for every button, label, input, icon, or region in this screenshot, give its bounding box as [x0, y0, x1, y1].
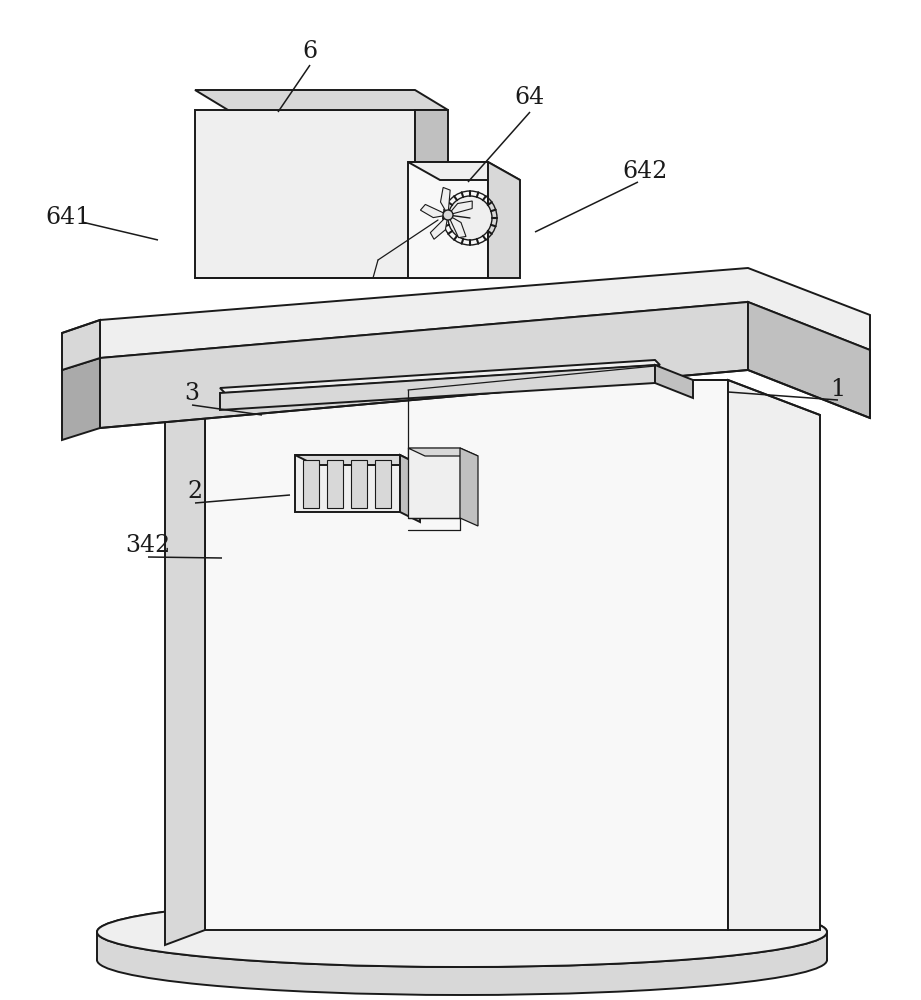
Polygon shape	[62, 358, 100, 440]
Polygon shape	[488, 162, 520, 278]
Polygon shape	[655, 365, 693, 398]
Text: 1: 1	[831, 378, 845, 401]
Polygon shape	[408, 162, 488, 278]
Polygon shape	[440, 187, 450, 215]
Polygon shape	[220, 365, 655, 410]
Text: 2: 2	[188, 481, 203, 504]
Polygon shape	[195, 110, 415, 278]
Polygon shape	[460, 448, 478, 526]
Polygon shape	[295, 455, 400, 512]
Text: 64: 64	[515, 87, 545, 109]
Polygon shape	[205, 380, 728, 930]
Polygon shape	[430, 215, 448, 239]
Polygon shape	[408, 448, 460, 518]
Polygon shape	[327, 460, 343, 508]
Polygon shape	[408, 448, 478, 456]
Text: 6: 6	[302, 40, 318, 64]
Polygon shape	[408, 162, 520, 180]
Polygon shape	[97, 932, 827, 960]
Circle shape	[448, 196, 492, 240]
Polygon shape	[415, 110, 448, 278]
Circle shape	[443, 210, 453, 220]
Polygon shape	[295, 455, 420, 465]
Text: 641: 641	[45, 207, 90, 230]
Polygon shape	[420, 204, 448, 218]
Polygon shape	[100, 268, 870, 358]
Polygon shape	[303, 460, 319, 508]
Polygon shape	[195, 90, 448, 110]
Text: 3: 3	[184, 381, 200, 404]
Polygon shape	[351, 460, 367, 508]
Polygon shape	[728, 380, 820, 930]
Polygon shape	[62, 320, 100, 370]
Polygon shape	[100, 302, 748, 428]
Text: 342: 342	[125, 534, 170, 558]
Polygon shape	[748, 302, 870, 418]
Polygon shape	[375, 460, 391, 508]
Polygon shape	[400, 455, 420, 522]
Ellipse shape	[97, 897, 827, 967]
Polygon shape	[448, 215, 466, 238]
Polygon shape	[165, 380, 205, 945]
Polygon shape	[220, 360, 660, 393]
Polygon shape	[448, 201, 472, 215]
Ellipse shape	[97, 897, 827, 967]
Text: 642: 642	[623, 160, 668, 184]
Ellipse shape	[97, 925, 827, 995]
